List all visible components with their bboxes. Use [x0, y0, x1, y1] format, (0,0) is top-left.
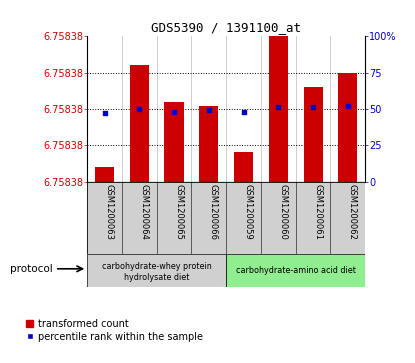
Text: GSM1200063: GSM1200063 — [105, 184, 114, 240]
Point — [240, 109, 247, 115]
Text: GSM1200059: GSM1200059 — [244, 184, 253, 240]
Bar — [338, 73, 357, 182]
Bar — [269, 36, 288, 182]
Point — [275, 105, 282, 110]
Bar — [87, 254, 226, 287]
Point — [310, 105, 316, 110]
Bar — [130, 65, 149, 182]
Title: GDS5390 / 1391100_at: GDS5390 / 1391100_at — [151, 21, 301, 34]
Bar — [226, 254, 365, 287]
Text: GSM1200062: GSM1200062 — [348, 184, 357, 240]
Text: GSM1200061: GSM1200061 — [313, 184, 322, 240]
Text: GSM1200066: GSM1200066 — [209, 184, 218, 240]
Text: GSM1200060: GSM1200060 — [278, 184, 287, 240]
Bar — [164, 102, 183, 182]
Bar — [95, 167, 114, 182]
Bar — [234, 152, 253, 182]
Point — [136, 106, 143, 112]
Point — [171, 109, 177, 115]
Text: GSM1200064: GSM1200064 — [139, 184, 148, 240]
Text: carbohydrate-whey protein: carbohydrate-whey protein — [102, 262, 212, 271]
Point — [344, 103, 351, 109]
Point — [205, 107, 212, 113]
Text: protocol: protocol — [10, 264, 52, 274]
Text: GSM1200065: GSM1200065 — [174, 184, 183, 240]
Point — [101, 110, 108, 116]
Text: carbohydrate-amino acid diet: carbohydrate-amino acid diet — [236, 266, 356, 275]
Legend: transformed count, percentile rank within the sample: transformed count, percentile rank withi… — [26, 319, 203, 342]
Text: hydrolysate diet: hydrolysate diet — [124, 273, 189, 282]
Bar — [303, 87, 322, 182]
Bar — [199, 106, 218, 182]
